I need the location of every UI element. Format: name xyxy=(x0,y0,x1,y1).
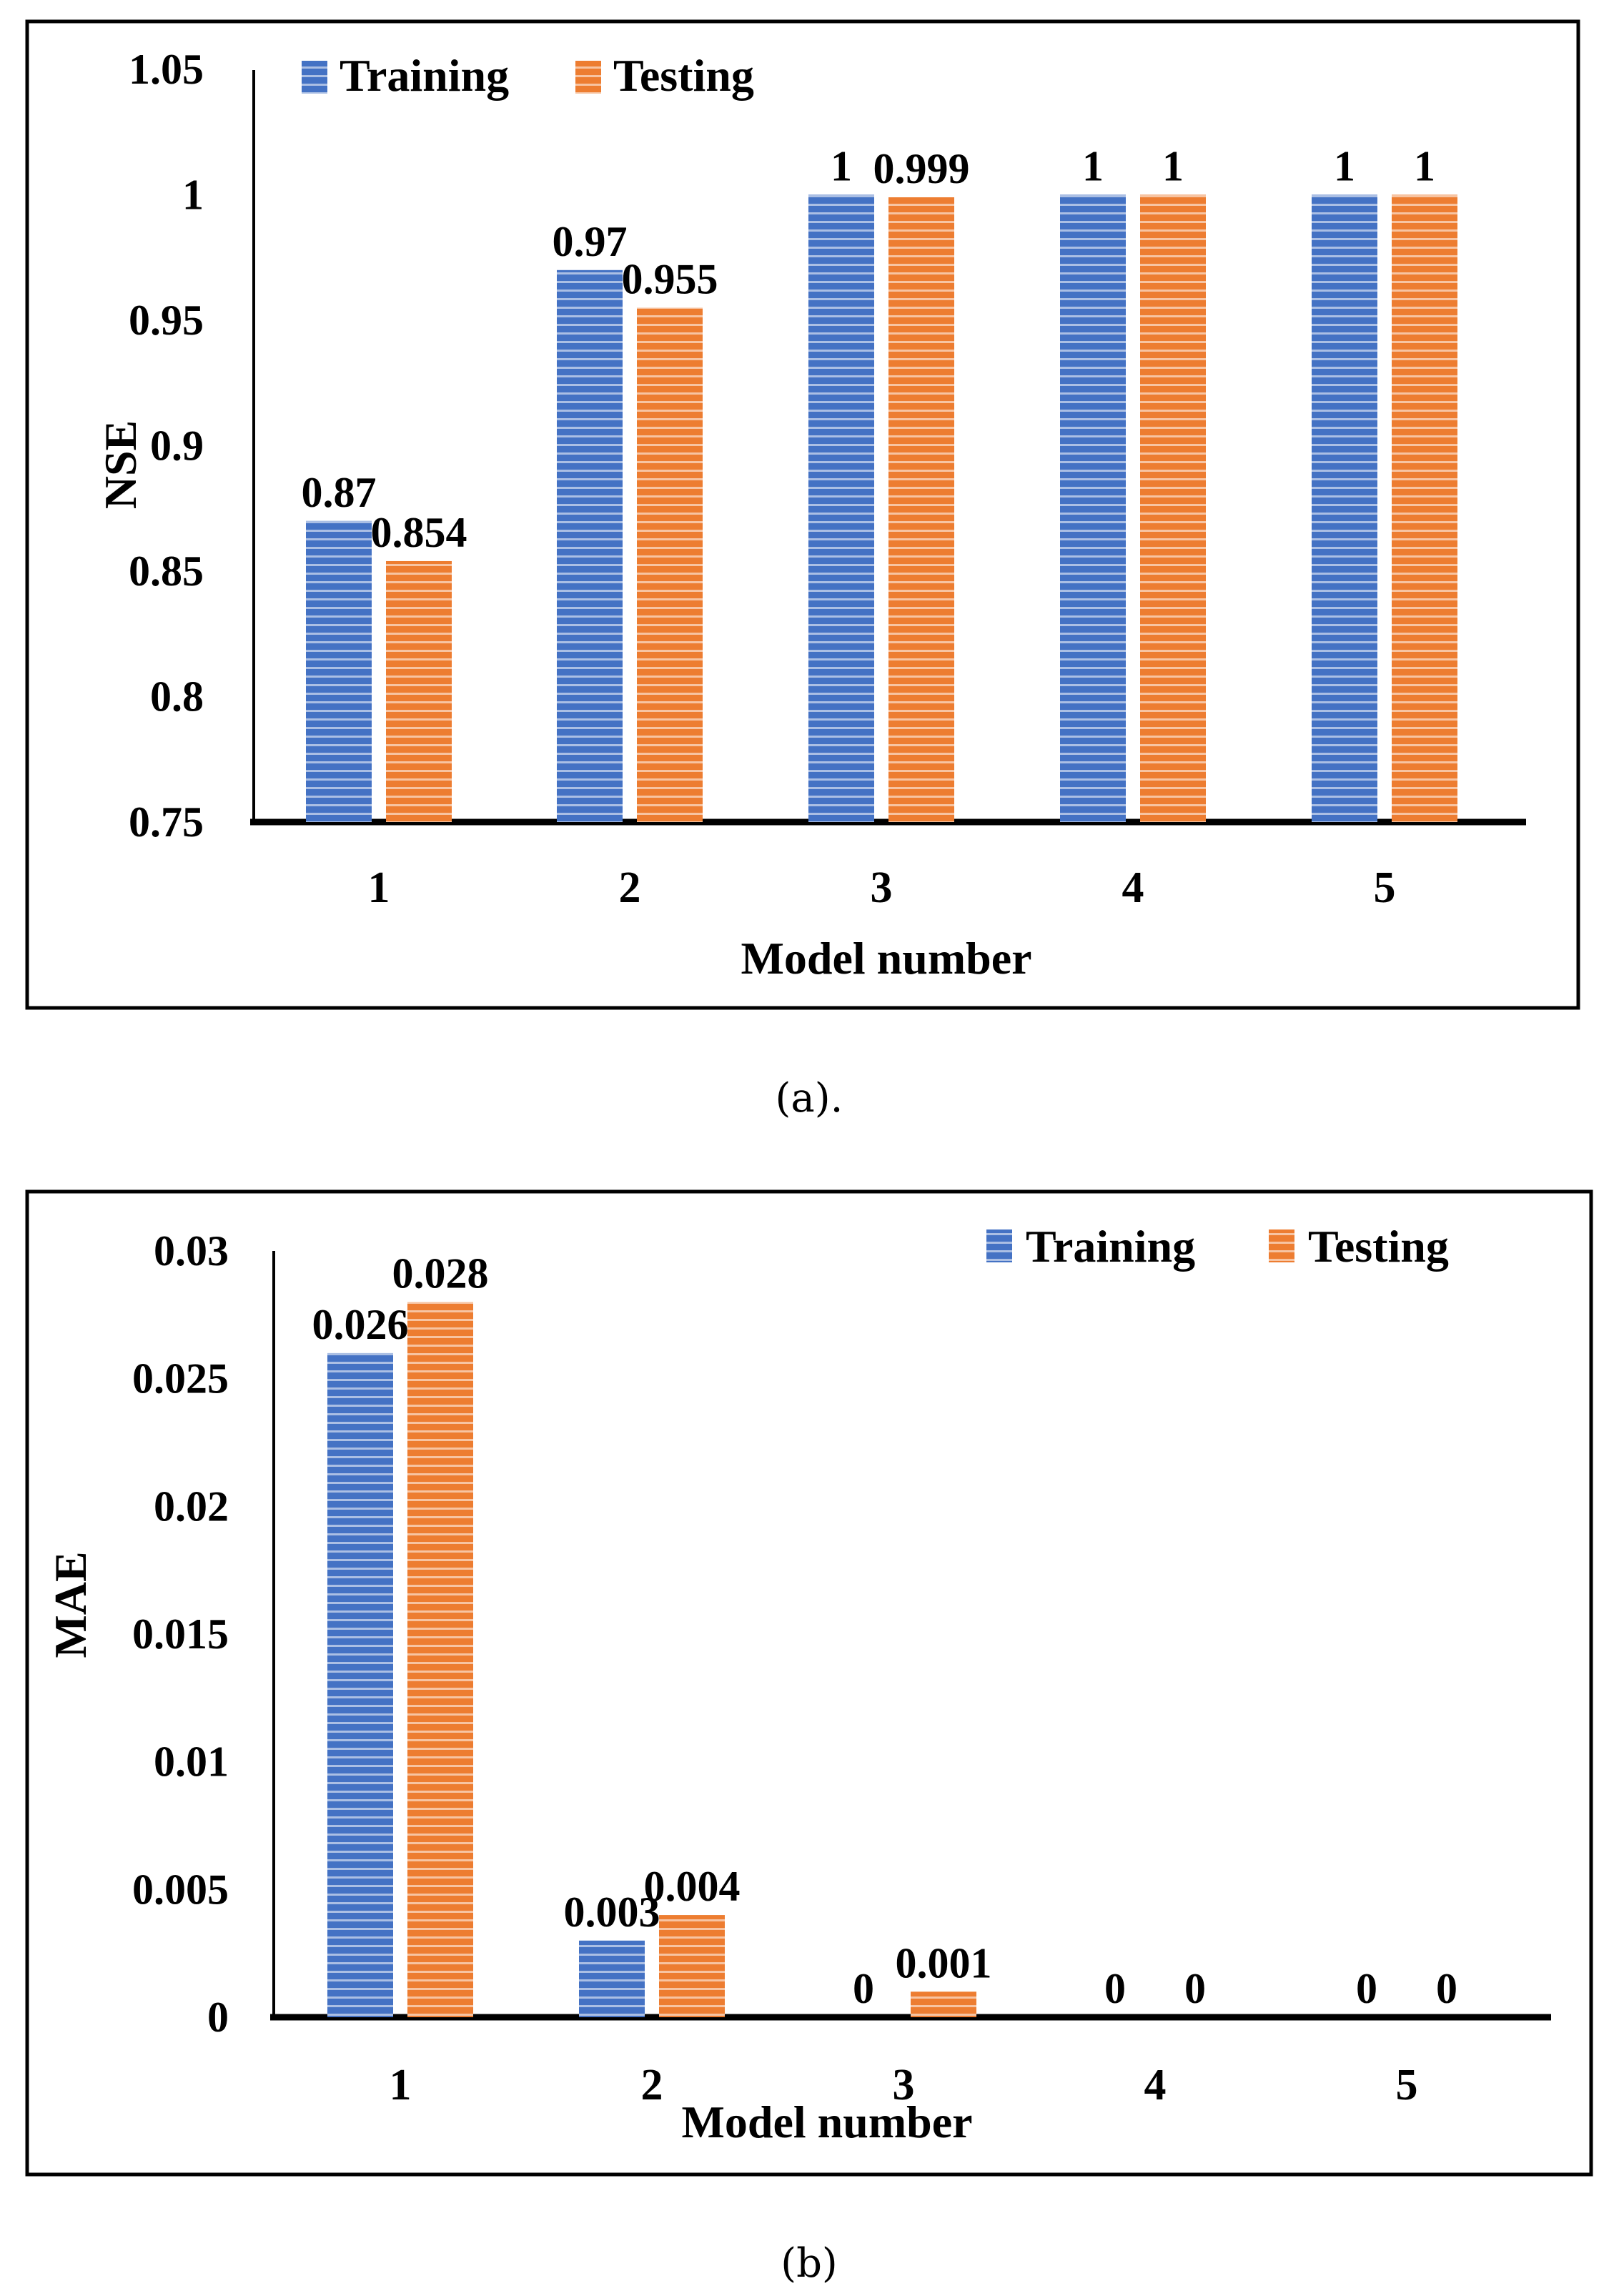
panel-b-y-tick-label: 0.025 xyxy=(132,1355,229,1402)
panel-b-data-label-testing-model-1: 0.028 xyxy=(392,1250,489,1297)
panel-a-x-tick-label: 3 xyxy=(871,864,893,912)
panel-b-data-label-training-model-5: 0 xyxy=(1356,1965,1377,2012)
panel-a-y-tick-label: 0.75 xyxy=(129,798,204,846)
panel-b-y-ticks: 0.03 0.025 0.02 0.015 0.01 0.005 0 xyxy=(132,1227,229,2041)
panel-b-legend-swatch-training xyxy=(986,1229,1012,1262)
panel-a-data-label-training-model-3: 1 xyxy=(831,143,852,190)
panel-a-bars xyxy=(306,194,1457,822)
panel-a-data-label-testing-model-4: 1 xyxy=(1162,143,1184,190)
panel-b-caption: (b) xyxy=(781,2240,838,2287)
panel-b-bars xyxy=(327,1302,976,2017)
panel-a-bar-training-model-4 xyxy=(1060,194,1126,822)
panel-a-y-axis-title: NSE xyxy=(95,420,146,510)
panel-a-legend-swatch-training xyxy=(302,61,327,94)
panel-a-x-tick-label: 1 xyxy=(368,864,390,912)
panel-b-data-label-testing-model-2: 0.004 xyxy=(644,1863,741,1910)
panel-a-data-label-testing-model-5: 1 xyxy=(1414,143,1435,190)
panel-a-bar-training-model-5 xyxy=(1312,194,1377,822)
panel-a-bar-testing-model-4 xyxy=(1140,194,1206,822)
panel-a-bar-testing-model-3 xyxy=(888,197,954,822)
panel-b-bar-testing-model-1 xyxy=(407,1302,473,2017)
panel-b-bar-training-model-2 xyxy=(579,1940,645,2017)
panel-a-y-tick-label: 0.8 xyxy=(150,673,204,721)
panel-a-y-tick-label: 0.85 xyxy=(129,548,204,595)
panel-b-y-tick-label: 0.01 xyxy=(154,1738,229,1786)
panel-a-legend-label-testing: Testing xyxy=(613,50,754,101)
panel-b-bar-testing-model-2 xyxy=(659,1915,725,2017)
panel-a-y-ticks: 1.05 1 0.95 0.9 0.85 0.8 0.75 xyxy=(129,46,204,846)
panel-a-y-tick-label: 1.05 xyxy=(129,46,204,93)
panel-b-y-tick-label: 0.005 xyxy=(132,1866,229,1913)
panel-a-bar-testing-model-5 xyxy=(1392,194,1457,822)
panel-b-x-tick-label: 4 xyxy=(1144,2061,1167,2109)
panel-b-y-tick-label: 0 xyxy=(207,1994,229,2041)
panel-b-y-tick-label: 0.02 xyxy=(154,1483,229,1530)
panel-a-legend: Training Testing xyxy=(302,50,754,101)
panel-a-data-label-training-model-2: 0.97 xyxy=(553,218,628,265)
panel-b-legend-label-testing: Testing xyxy=(1308,1221,1449,1272)
panel-b-x-tick-label: 1 xyxy=(390,2061,412,2109)
panel-b-bar-training-model-1 xyxy=(327,1352,393,2017)
panel-b-y-tick-label: 0.015 xyxy=(132,1610,229,1658)
panel-a-data-label-testing-model-2: 0.955 xyxy=(622,255,718,302)
panel-a-bar-training-model-1 xyxy=(306,520,372,822)
panel-b-frame xyxy=(25,1189,1593,2177)
panel-a-x-axis-title: Model number xyxy=(741,933,1031,984)
panel-b-legend-swatch-testing xyxy=(1269,1229,1294,1262)
panel-b-x-tick-label: 5 xyxy=(1396,2061,1418,2109)
panel-a-caption: (a). xyxy=(776,1075,843,1122)
panel-a-legend-label-training: Training xyxy=(340,50,509,101)
panel-b-legend: Training Testing xyxy=(986,1221,1449,1272)
panel-b-x-ticks: 1 2 3 4 5 xyxy=(390,2061,1418,2109)
panel-b-data-label-training-model-2: 0.003 xyxy=(564,1889,660,1936)
panel-b-data-label-testing-model-3: 0.001 xyxy=(896,1939,992,1986)
panel-a-bar-testing-model-1 xyxy=(386,560,452,822)
panel-a-data-label-training-model-5: 1 xyxy=(1334,143,1355,190)
panel-a-bar-training-model-3 xyxy=(808,194,874,822)
panel-b-legend-label-training: Training xyxy=(1026,1221,1195,1272)
panel-b-data-labels: 0.026 0.003 0 0 0 0.028 0.004 0.001 0 0 xyxy=(312,1250,1458,2012)
panel-a-y-tick-label: 0.9 xyxy=(150,422,204,470)
panel-b-x-tick-label: 3 xyxy=(893,2061,915,2109)
panel-a-data-label-testing-model-3: 0.999 xyxy=(873,145,970,192)
panel-b-data-label-testing-model-5: 0 xyxy=(1436,1965,1457,2012)
panel-b-data-label-training-model-3: 0 xyxy=(853,1965,874,2012)
panel-a-data-label-training-model-1: 0.87 xyxy=(302,469,377,516)
panel-a-x-tick-label: 5 xyxy=(1374,864,1396,912)
panel-a: 1.05 1 0.95 0.9 0.85 0.8 0.75 0.87 0.97 1 1 1 0.854… xyxy=(25,19,1580,1122)
panel-a-data-label-training-model-4: 1 xyxy=(1082,143,1104,190)
panel-a-bar-training-model-2 xyxy=(557,269,623,822)
panel-a-bar-testing-model-2 xyxy=(637,307,703,822)
panel-a-legend-swatch-testing xyxy=(575,61,601,94)
panel-b-x-axis-title: Model number xyxy=(681,2097,972,2147)
panel-a-x-tick-label: 2 xyxy=(619,864,641,912)
panel-b-x-tick-label: 2 xyxy=(641,2061,663,2109)
panel-b-y-axis-title: MAE xyxy=(45,1551,96,1658)
panel-a-x-tick-label: 4 xyxy=(1122,864,1144,912)
panel-a-frame xyxy=(25,19,1580,1010)
panel-b-y-tick-label: 0.03 xyxy=(154,1227,229,1275)
panel-b-data-label-training-model-4: 0 xyxy=(1104,1965,1126,2012)
panel-b-data-label-training-model-1: 0.026 xyxy=(312,1301,409,1348)
panel-a-data-labels: 0.87 0.97 1 1 1 0.854 0.955 0.999 1 1 xyxy=(302,143,1436,556)
panel-b-data-label-testing-model-4: 0 xyxy=(1184,1965,1206,2012)
panel-a-y-tick-label: 0.95 xyxy=(129,297,204,344)
panel-a-data-label-testing-model-1: 0.854 xyxy=(371,509,467,556)
panel-b-bar-testing-model-3 xyxy=(911,1991,976,2017)
panel-a-x-ticks: 1 2 3 4 5 xyxy=(368,864,1396,912)
panel-a-y-tick-label: 1 xyxy=(182,172,204,219)
